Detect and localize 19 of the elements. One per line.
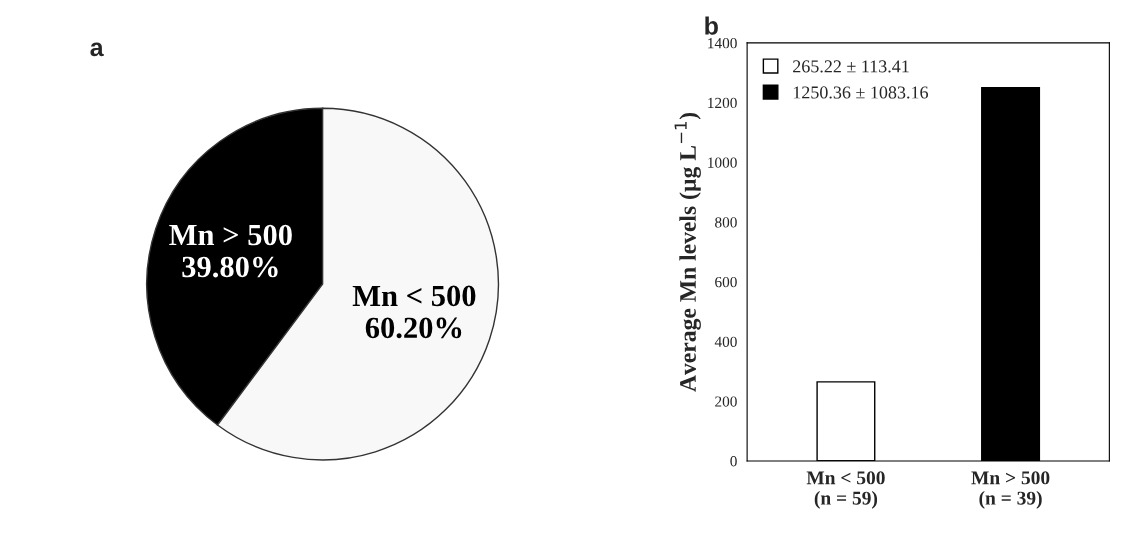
y-tick-label: 600 (715, 276, 737, 288)
legend-label: 265.22 ± 113.41 (793, 60, 909, 73)
legend-label: 1250.36 ± 1083.16 (793, 86, 929, 99)
y-tick-label: 800 (715, 217, 737, 228)
y-tick-label: 0 (730, 456, 737, 467)
slice-label: Mn < 500 (352, 285, 476, 307)
chart-title: a (90, 42, 104, 57)
y-tick-label: 1000 (708, 157, 737, 168)
slice-label: Mn > 500 (169, 224, 292, 246)
y-tick-label: 200 (715, 396, 737, 407)
y-tick-label: 1400 (708, 38, 737, 49)
chart-title: b (705, 16, 718, 35)
x-tick-label: Mn > 500 (n = 39) (971, 471, 1050, 509)
y-axis-title: Average Mn levels (µg L$^{−1}$) (674, 112, 701, 392)
y-tick-label: 1200 (708, 97, 737, 109)
data-label: 60.20% (365, 317, 462, 339)
x-tick-label: Mn < 500 (n = 59) (806, 471, 885, 509)
data-label: 39.80% (182, 256, 278, 278)
y-tick-label: 400 (714, 336, 737, 347)
